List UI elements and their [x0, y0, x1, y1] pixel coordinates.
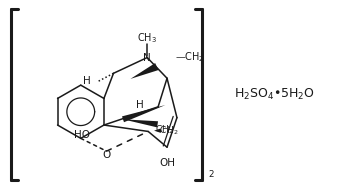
- Text: H: H: [83, 76, 91, 86]
- Text: HO: HO: [74, 130, 90, 140]
- Text: O: O: [103, 150, 111, 160]
- Text: $_2$: $_2$: [208, 167, 214, 180]
- Text: OH: OH: [159, 158, 175, 168]
- Text: H: H: [137, 100, 144, 110]
- Text: N: N: [143, 53, 151, 63]
- Polygon shape: [123, 119, 158, 127]
- Text: —CH$_2$: —CH$_2$: [175, 51, 204, 64]
- Polygon shape: [122, 105, 165, 122]
- Text: CH$_3$: CH$_3$: [137, 31, 157, 45]
- Text: CH$_2$: CH$_2$: [155, 123, 174, 136]
- Text: H$_2$SO$_4$•5H$_2$O: H$_2$SO$_4$•5H$_2$O: [234, 86, 315, 101]
- Polygon shape: [130, 63, 158, 79]
- Text: ◄CH$_2$: ◄CH$_2$: [153, 124, 179, 137]
